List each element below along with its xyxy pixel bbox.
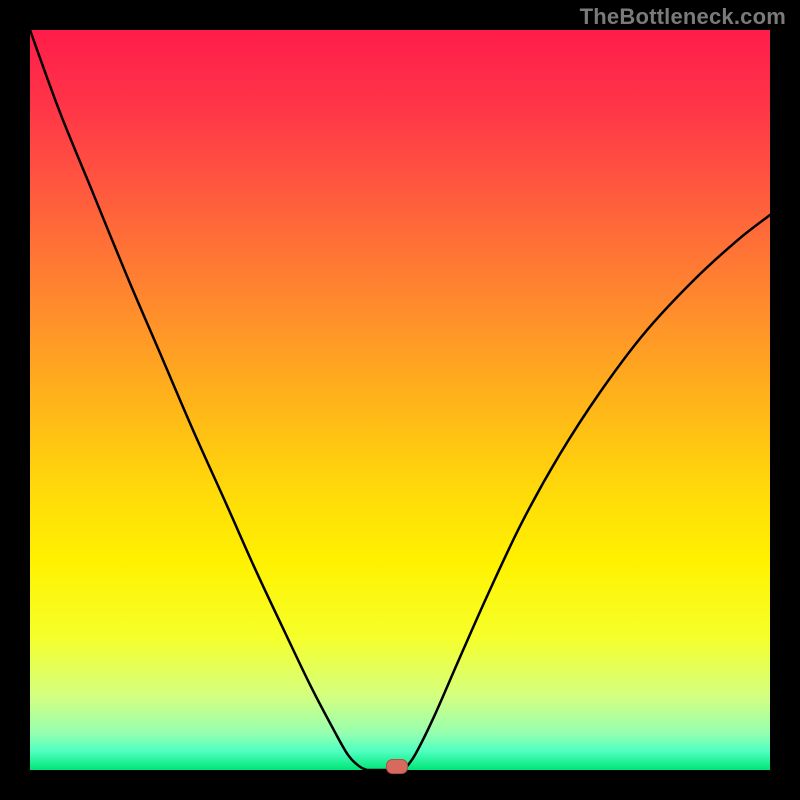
watermark-text: TheBottleneck.com xyxy=(580,4,786,30)
bottleneck-curve-path xyxy=(30,30,770,770)
plot-area xyxy=(30,30,770,770)
bottleneck-curve-svg xyxy=(30,30,770,770)
marker-dot xyxy=(386,759,408,774)
chart-container: TheBottleneck.com xyxy=(0,0,800,800)
